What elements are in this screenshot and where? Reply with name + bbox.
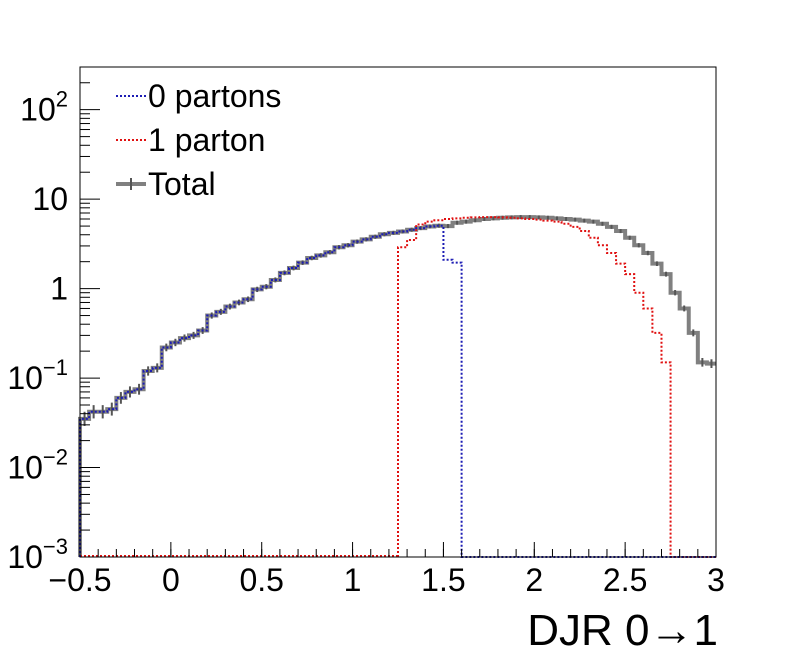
plot-frame [79,66,717,558]
x-tick-label: 1 [344,562,362,598]
y-tick-label: 10−3 [7,534,68,575]
x-tick-label: 1.5 [421,562,465,598]
x-tick-label: −0.5 [48,562,111,598]
legend-label-0-partons: 0 partons [148,78,281,114]
y-tick-label: 10 [32,181,68,217]
x-tick-label: 2 [525,562,543,598]
x-axis-label: DJR 0→1 [527,606,718,655]
y-tick-label: 102 [20,87,68,128]
y-tick-label: 10−1 [7,355,68,396]
x-tick-label: 0.5 [239,562,283,598]
series-line-total [78,215,716,557]
axes-layer: −0.5 0 0.5 1 1.5 2 2.5 3 10−3 10−2 10−1 1 10 102 [7,66,725,598]
legend-label-1-parton: 1 parton [148,122,265,158]
legend: 0 partons 1 parton Total [116,78,281,202]
y-tick-label: 1 [50,271,68,307]
series-layer [78,215,716,558]
x-tick-label: 0 [162,562,180,598]
legend-label-total: Total [148,166,216,202]
x-tick-label: 2.5 [603,562,647,598]
y-tick-label: 10−2 [7,445,68,486]
series-line-0-partons [79,224,716,558]
x-tick-label: 3 [707,562,725,598]
